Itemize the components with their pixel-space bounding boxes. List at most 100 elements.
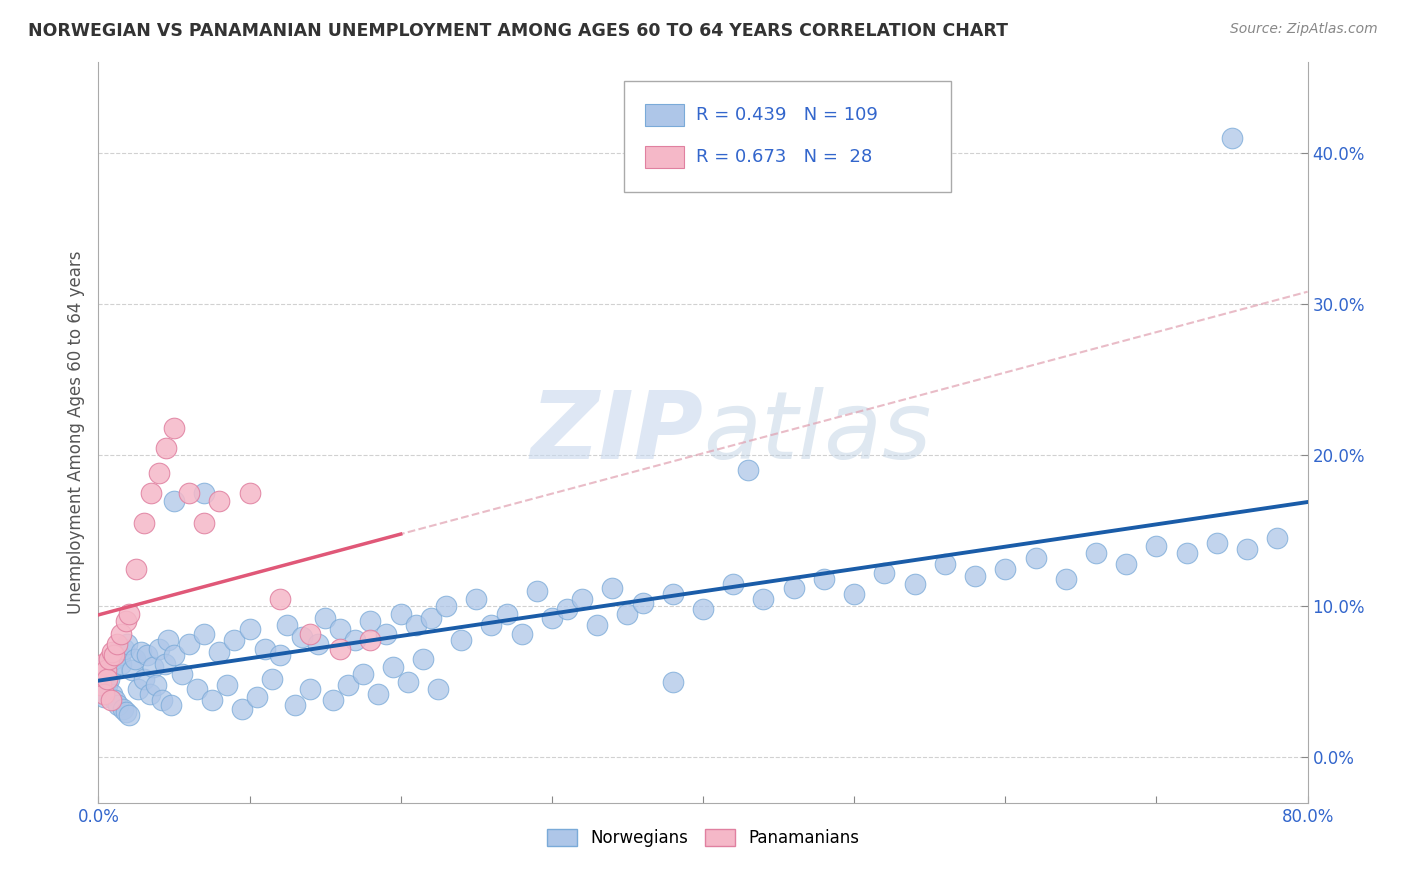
- Point: [132, 516, 155, 531]
- Point: [540, 611, 562, 625]
- Point: [586, 617, 609, 632]
- Point: [179, 637, 201, 651]
- Point: [118, 708, 141, 723]
- Point: [307, 637, 329, 651]
- Point: [101, 645, 124, 659]
- Point: [873, 566, 896, 581]
- Point: [155, 441, 177, 455]
- Point: [124, 652, 146, 666]
- Point: [89, 667, 111, 681]
- Point: [153, 657, 176, 671]
- Point: [208, 493, 231, 508]
- Point: [1220, 131, 1243, 145]
- Point: [93, 687, 115, 701]
- Point: [193, 626, 215, 640]
- Point: [179, 486, 201, 500]
- Point: [231, 702, 253, 716]
- Point: [723, 576, 745, 591]
- Point: [100, 693, 122, 707]
- Point: [98, 652, 121, 666]
- Point: [336, 678, 359, 692]
- Point: [602, 581, 624, 595]
- Point: [934, 557, 956, 571]
- Point: [813, 572, 835, 586]
- Point: [132, 672, 155, 686]
- Point: [118, 607, 141, 621]
- Point: [96, 672, 118, 686]
- Point: [526, 584, 548, 599]
- Point: [329, 622, 352, 636]
- Point: [412, 652, 434, 666]
- Point: [661, 674, 683, 689]
- Point: [96, 678, 118, 692]
- Point: [1054, 572, 1077, 586]
- Point: [193, 516, 215, 531]
- Point: [1206, 536, 1229, 550]
- Point: [481, 617, 503, 632]
- Point: [105, 645, 128, 659]
- Point: [145, 678, 167, 692]
- Point: [94, 667, 117, 681]
- Point: [783, 581, 806, 595]
- Point: [1115, 557, 1137, 571]
- Point: [495, 607, 517, 621]
- Point: [201, 693, 224, 707]
- Point: [115, 637, 138, 651]
- Point: [142, 660, 165, 674]
- Point: [1024, 551, 1046, 566]
- Point: [125, 561, 148, 575]
- Point: [121, 663, 143, 677]
- Point: [405, 617, 427, 632]
- Point: [108, 648, 131, 662]
- Point: [104, 693, 127, 707]
- Point: [262, 672, 284, 686]
- Text: R = 0.439   N = 109: R = 0.439 N = 109: [696, 106, 877, 124]
- Point: [139, 687, 162, 701]
- Point: [510, 626, 533, 640]
- Point: [571, 591, 593, 606]
- Point: [193, 486, 215, 500]
- Point: [269, 648, 291, 662]
- Point: [314, 611, 336, 625]
- Bar: [645, 103, 683, 126]
- Point: [555, 602, 578, 616]
- Point: [427, 682, 450, 697]
- Point: [163, 421, 186, 435]
- Point: [965, 569, 987, 583]
- Point: [93, 690, 115, 704]
- Point: [90, 678, 112, 692]
- Point: [186, 682, 208, 697]
- Point: [631, 596, 654, 610]
- Point: [127, 682, 149, 697]
- Point: [215, 678, 238, 692]
- Point: [114, 615, 136, 629]
- Point: [101, 687, 124, 701]
- Point: [98, 672, 121, 686]
- Point: [103, 652, 125, 666]
- Point: [91, 657, 114, 671]
- Point: [163, 493, 186, 508]
- Point: [170, 667, 193, 681]
- Point: [360, 632, 382, 647]
- Point: [299, 626, 322, 640]
- Point: [156, 632, 179, 647]
- Point: [844, 587, 866, 601]
- Text: NORWEGIAN VS PANAMANIAN UNEMPLOYMENT AMONG AGES 60 TO 64 YEARS CORRELATION CHART: NORWEGIAN VS PANAMANIAN UNEMPLOYMENT AMO…: [28, 22, 1008, 40]
- Y-axis label: Unemployment Among Ages 60 to 64 years: Unemployment Among Ages 60 to 64 years: [66, 251, 84, 615]
- Point: [253, 641, 276, 656]
- Point: [367, 687, 389, 701]
- Point: [1236, 541, 1258, 556]
- Point: [737, 463, 759, 477]
- Point: [105, 637, 128, 651]
- Point: [150, 693, 173, 707]
- Point: [344, 632, 367, 647]
- Point: [450, 632, 472, 647]
- Point: [1085, 547, 1108, 561]
- Legend: Norwegians, Panamanians: Norwegians, Panamanians: [540, 822, 866, 854]
- Point: [107, 698, 129, 712]
- Point: [661, 587, 683, 601]
- Point: [1144, 539, 1167, 553]
- Text: atlas: atlas: [703, 387, 931, 478]
- Point: [276, 617, 298, 632]
- FancyBboxPatch shape: [624, 81, 950, 192]
